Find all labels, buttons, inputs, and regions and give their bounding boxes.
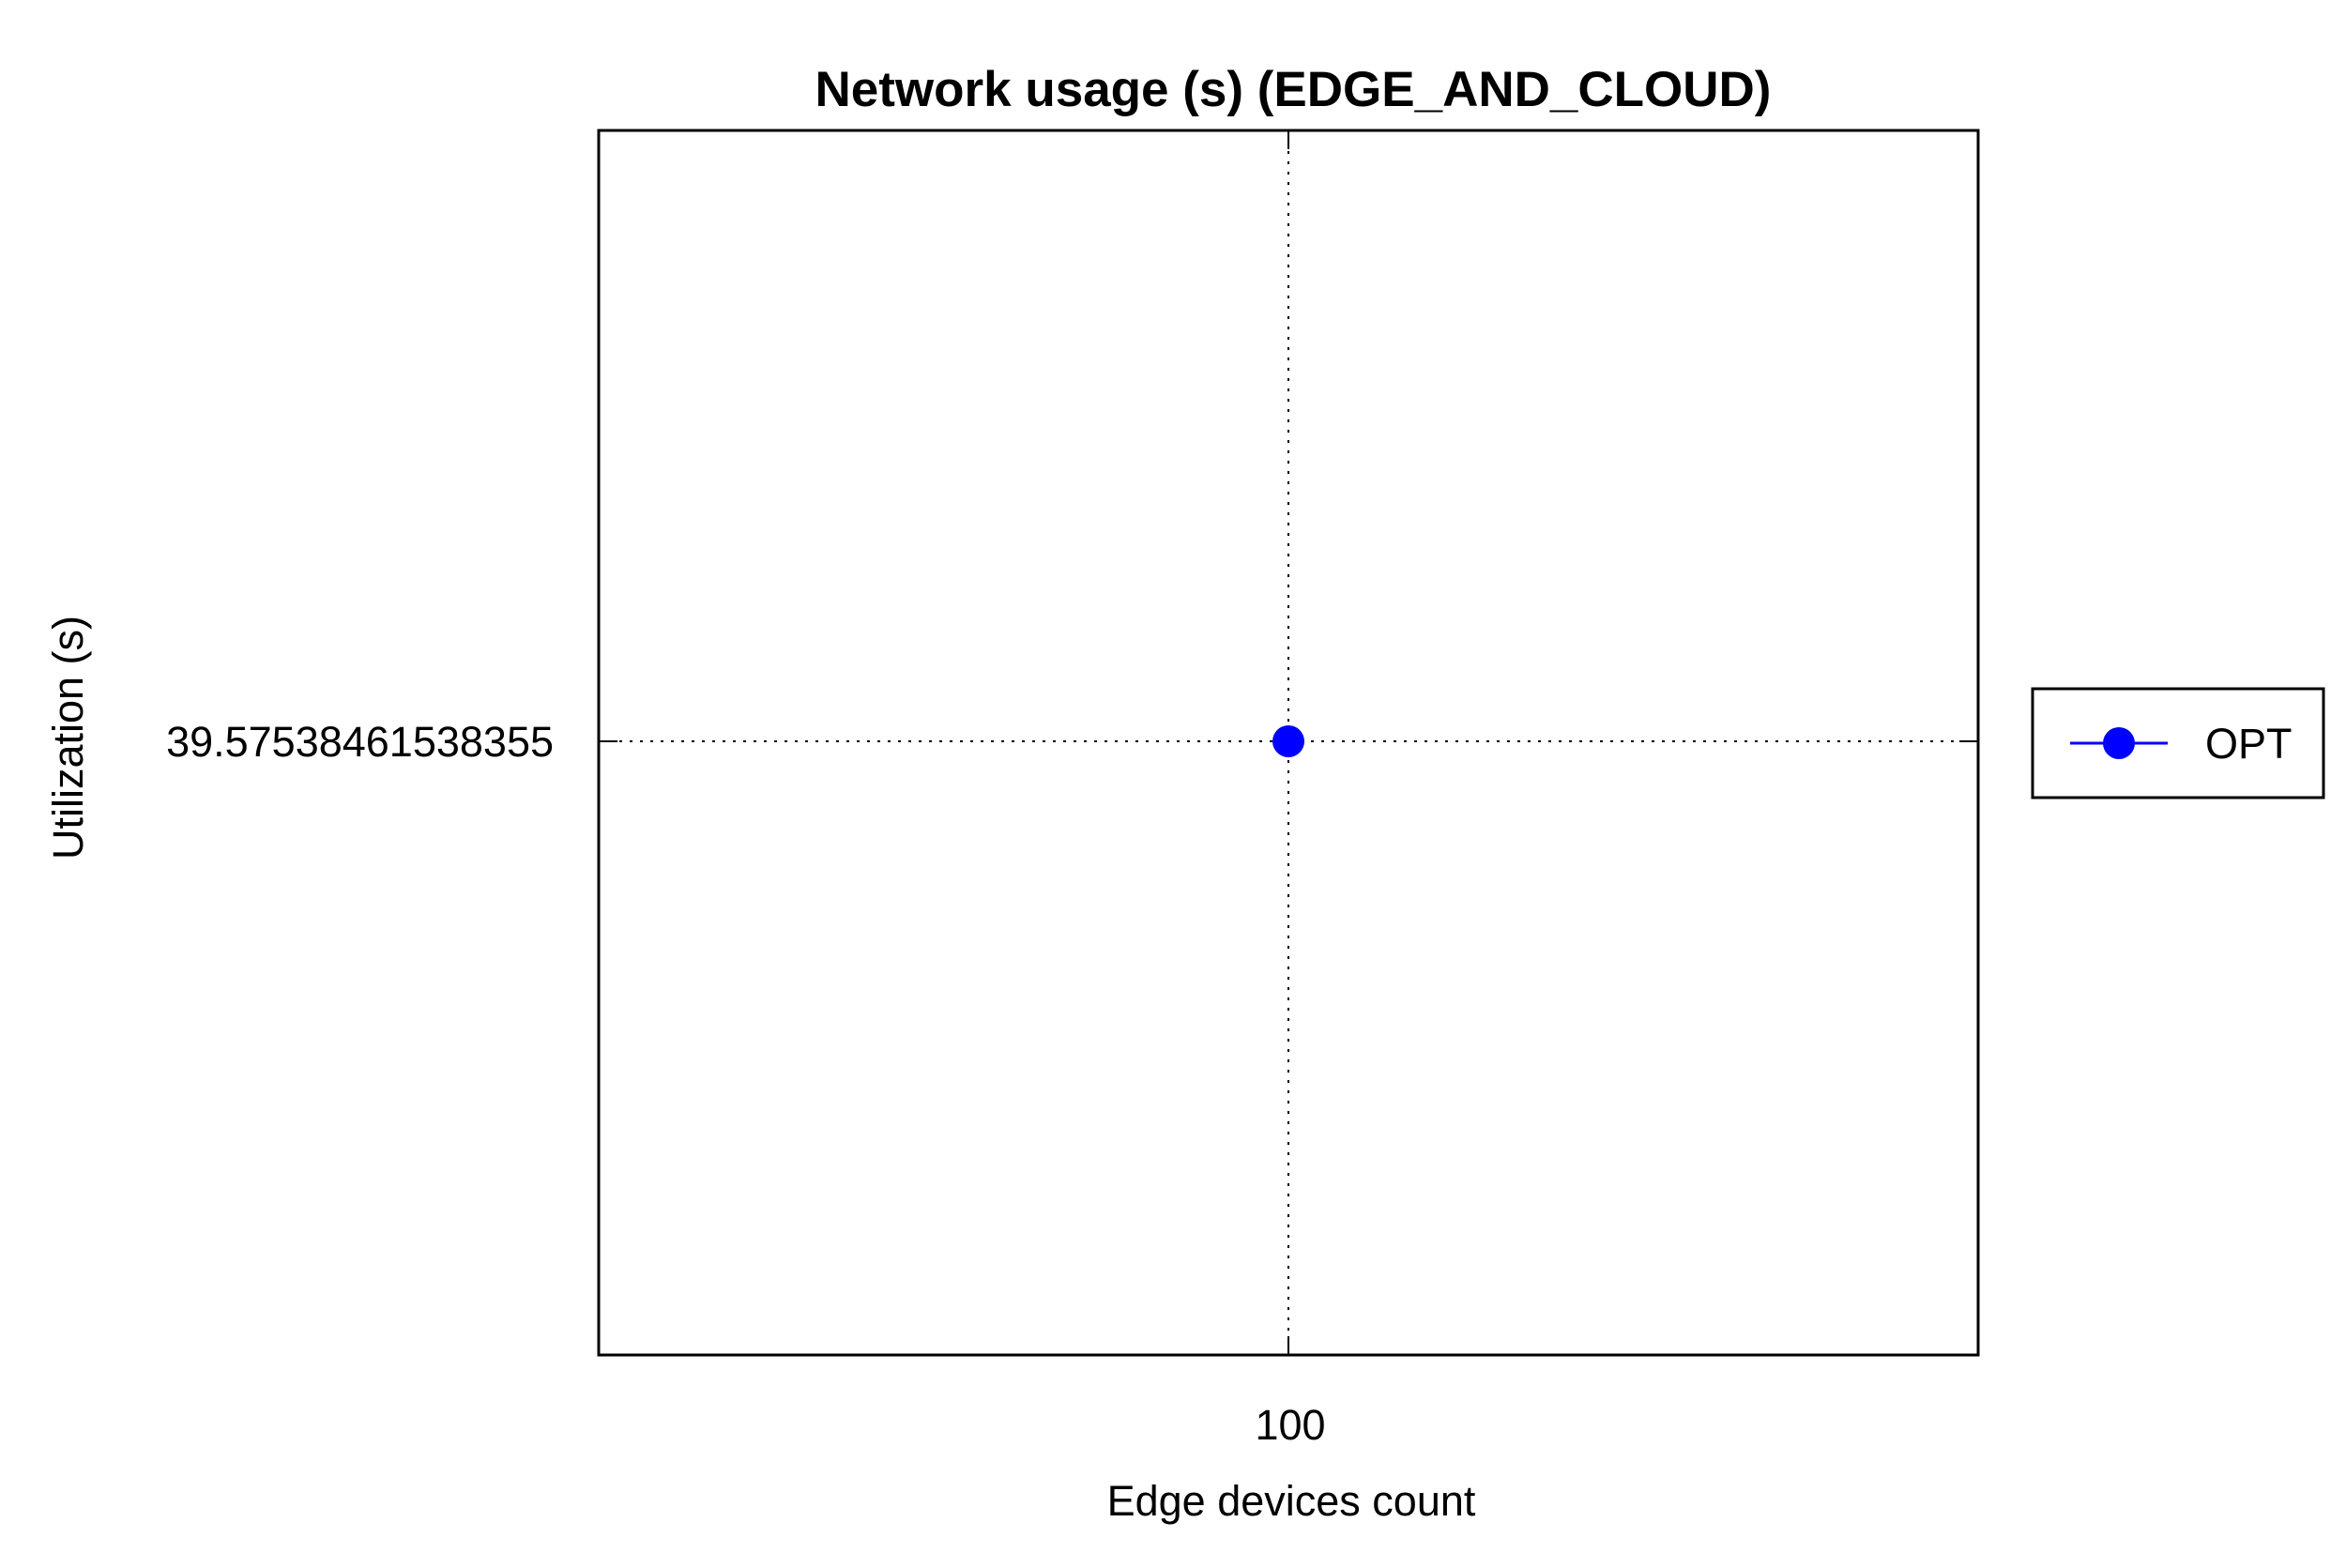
tick-labels: 100 39.57538461538355 — [166, 718, 1325, 1449]
chart-title: Network usage (s) (EDGE_AND_CLOUD) — [815, 62, 1772, 117]
x-axis-label: Edge devices count — [1107, 1477, 1476, 1525]
legend-entries: OPT — [2070, 720, 2293, 768]
series-layer — [1272, 725, 1304, 757]
legend-marker — [2103, 727, 2135, 759]
x-tick-label: 100 — [1255, 1401, 1325, 1449]
axis-ticks — [599, 130, 1978, 1355]
y-tick-label: 39.57538461538355 — [166, 718, 554, 766]
y-axis-label: Utilization (s) — [44, 616, 92, 860]
legend: OPT — [2031, 687, 2325, 799]
grid-lines — [599, 130, 1978, 1355]
data-point — [1272, 725, 1304, 757]
legend-label: OPT — [2205, 720, 2293, 768]
